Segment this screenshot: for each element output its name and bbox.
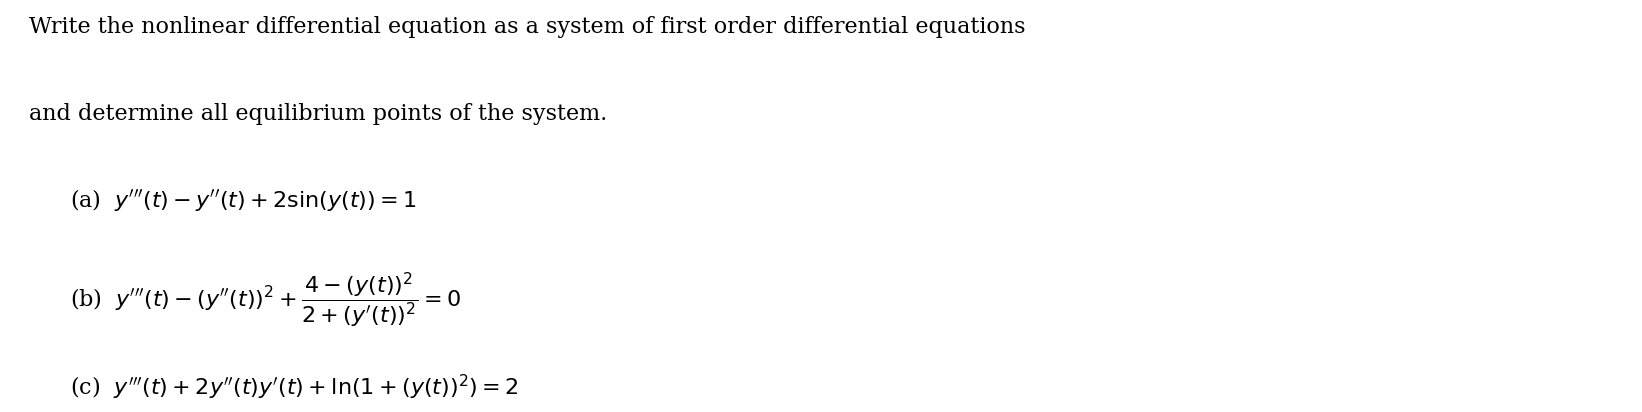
Text: (a)  $y^{\prime\prime\prime}(t) - y^{\prime\prime}(t) + 2\sin(y(t)) = 1$: (a) $y^{\prime\prime\prime}(t) - y^{\pri… bbox=[69, 187, 415, 213]
Text: (c)  $y^{\prime\prime\prime}(t) + 2y^{\prime\prime}(t)y^{\prime}(t) + \ln(1 + (y: (c) $y^{\prime\prime\prime}(t) + 2y^{\pr… bbox=[69, 373, 519, 402]
Text: Write the nonlinear differential equation as a system of first order differentia: Write the nonlinear differential equatio… bbox=[28, 16, 1025, 38]
Text: and determine all equilibrium points of the system.: and determine all equilibrium points of … bbox=[28, 103, 608, 125]
Text: (b)  $y^{\prime\prime\prime}(t) - (y^{\prime\prime}(t))^2 + \dfrac{4 - (y(t))^2}: (b) $y^{\prime\prime\prime}(t) - (y^{\pr… bbox=[69, 270, 460, 330]
